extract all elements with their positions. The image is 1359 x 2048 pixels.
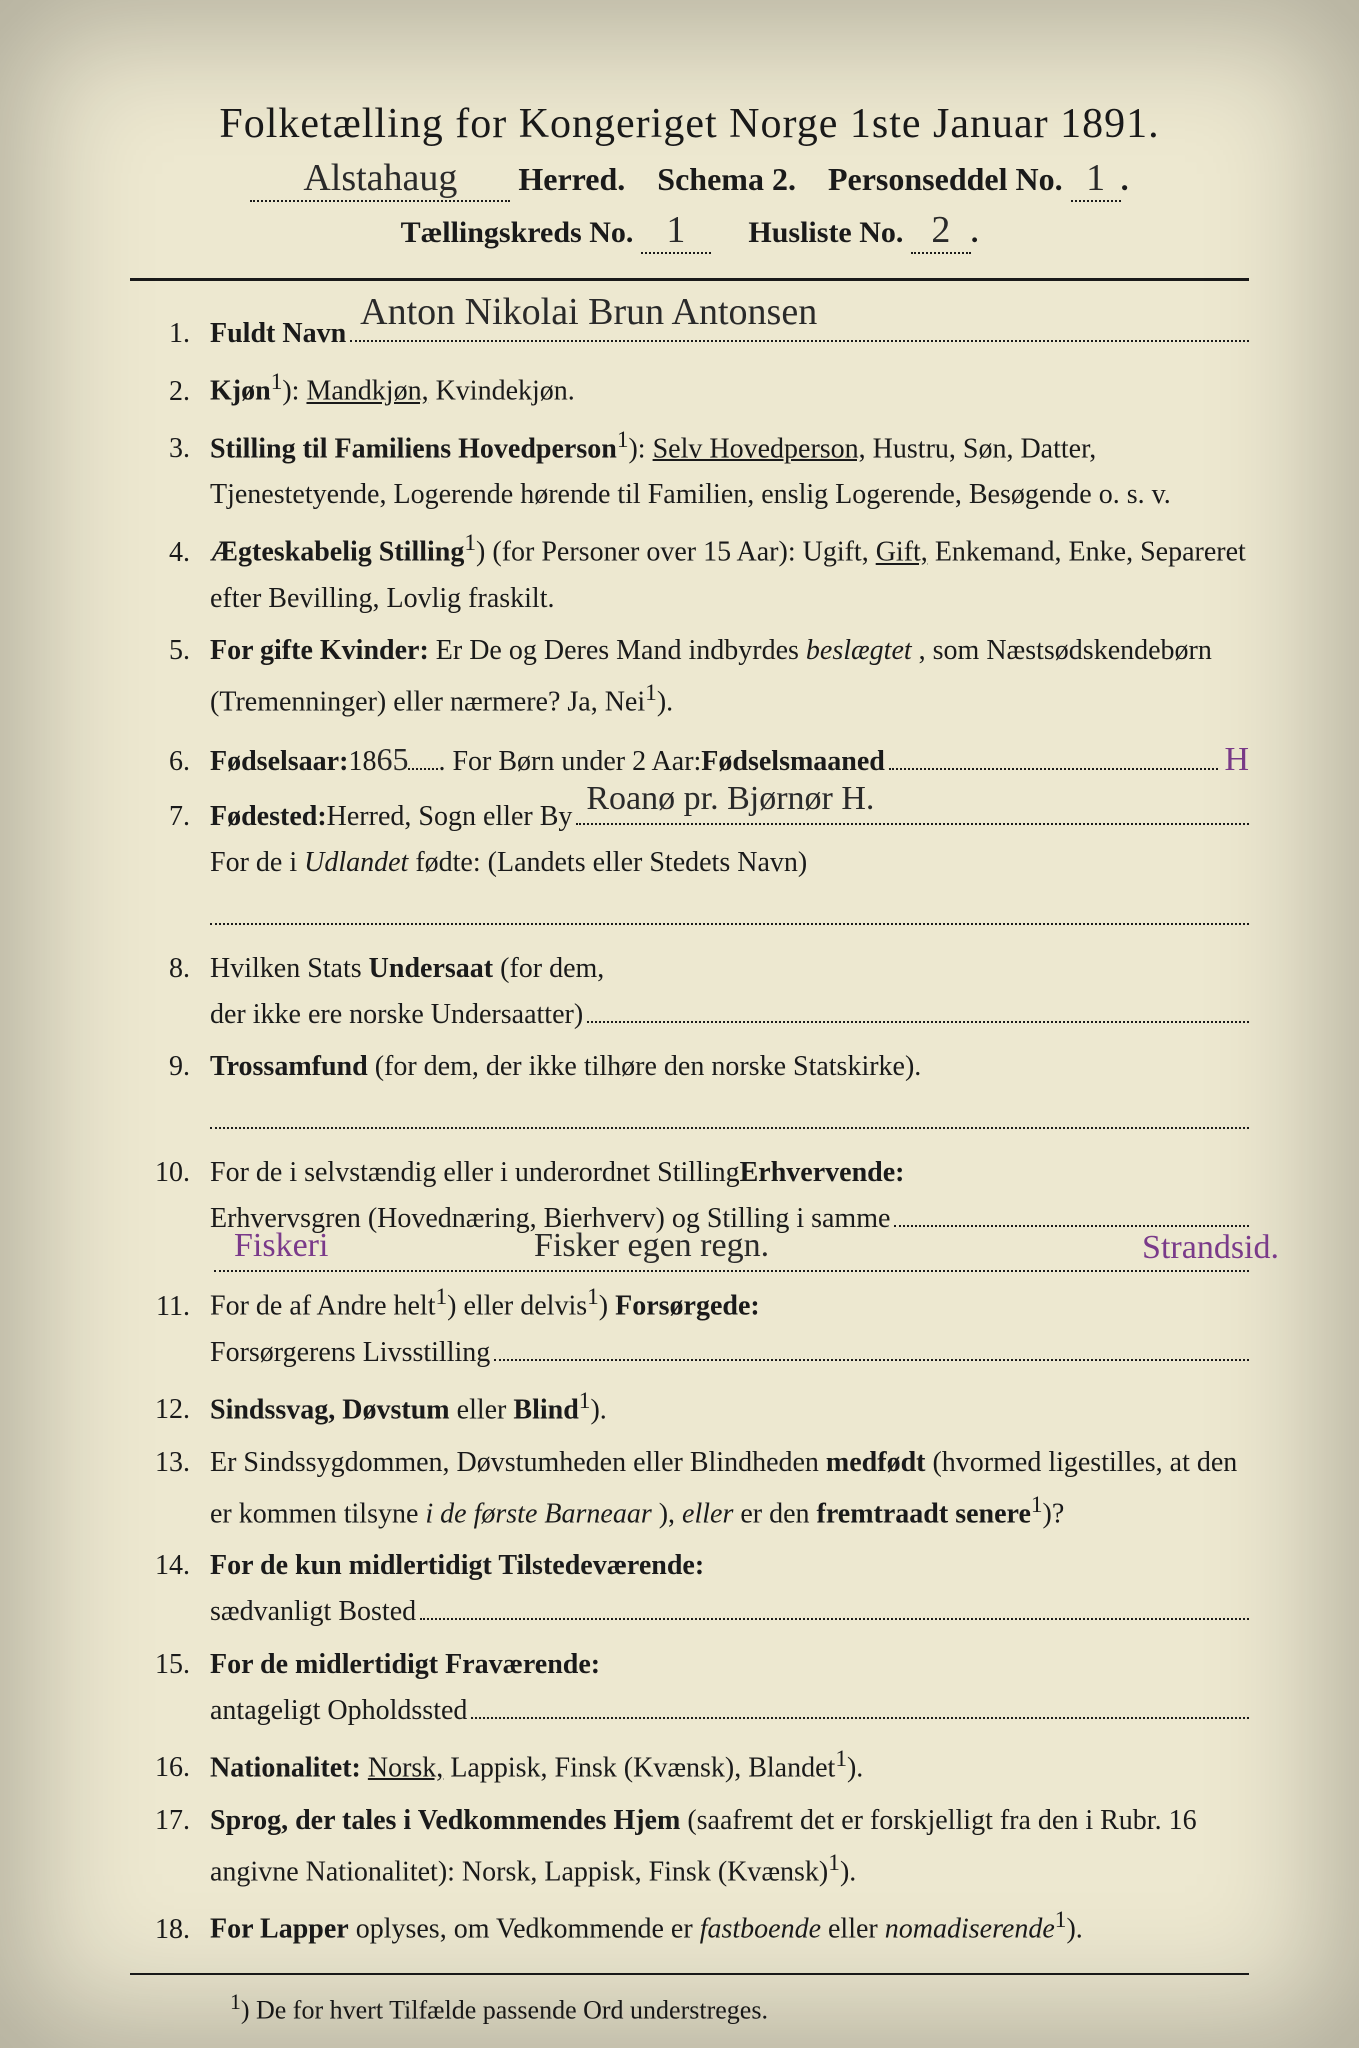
f1-value: Anton Nikolai Brun Antonsen xyxy=(360,281,817,344)
f10-hand1: Fiskeri xyxy=(234,1218,328,1274)
f6-flourish: H xyxy=(1224,732,1249,788)
f1-label: Fuldt Navn xyxy=(210,311,346,357)
page-title: Folketælling for Kongeriget Norge 1ste J… xyxy=(130,100,1249,148)
field-15: 15. For de midlertidigt Fraværende: anta… xyxy=(130,1642,1249,1734)
field-2: 2. Kjøn1): Mandkjøn, Kvindekjøn. xyxy=(130,363,1249,415)
schema-label: Schema 2. xyxy=(657,161,796,197)
personseddel-no: 1 xyxy=(1086,157,1105,199)
f3-selv-hovedperson: Selv Hovedperson, xyxy=(653,433,866,464)
field-5: 5. For gifte Kvinder: Er De og Deres Man… xyxy=(130,628,1249,726)
field-18: 18. For Lapper oplyses, om Vedkommende e… xyxy=(130,1901,1249,1953)
herred-label: Herred. xyxy=(518,161,625,197)
field-9: 9. Trossamfund (for dem, der ikke tilhør… xyxy=(130,1044,1249,1144)
f16-norsk: Norsk, xyxy=(368,1752,443,1783)
herred-handwritten: Alstahaug xyxy=(303,157,457,199)
header-line-2: Tællingskreds No. 1 Husliste No. 2 . xyxy=(130,208,1249,254)
field-13: 13. Er Sindssygdommen, Døvstumheden elle… xyxy=(130,1440,1249,1538)
field-17: 17. Sprog, der tales i Vedkommendes Hjem… xyxy=(130,1798,1249,1896)
census-form-page: Folketælling for Kongeriget Norge 1ste J… xyxy=(0,0,1359,2048)
field-8: 8. Hvilken Stats Undersaat (for dem, der… xyxy=(130,946,1249,1038)
field-4: 4. Ægteskabelig Stilling1) (for Personer… xyxy=(130,524,1249,622)
personseddel-label: Personseddel No. xyxy=(828,161,1063,197)
f2-mandkjon: Mandkjøn, xyxy=(306,376,428,407)
f10-hand3: Strandsid. xyxy=(1142,1220,1279,1276)
footnote: 1) De for hvert Tilfælde passende Ord un… xyxy=(230,1990,1249,2026)
kreds-no: 1 xyxy=(666,209,685,251)
field-1: 1. Fuldt Navn Anton Nikolai Brun Antonse… xyxy=(130,311,1249,357)
field-7: 7. Fødested: Herred, Sogn eller By Roanø… xyxy=(130,794,1249,940)
f4-gift: Gift, xyxy=(876,537,928,568)
field-14: 14. For de kun midlertidigt Tilstedevære… xyxy=(130,1543,1249,1635)
kreds-label: Tællingskreds No. xyxy=(401,216,634,249)
husliste-no: 2 xyxy=(931,209,950,251)
field-10: 10. For de i selvstændig eller i underor… xyxy=(130,1150,1249,1272)
f10-hand2: Fisker egen regn. xyxy=(534,1218,769,1274)
field-16: 16. Nationalitet: Norsk, Lappisk, Finsk … xyxy=(130,1740,1249,1792)
field-12: 12. Sindssvag, Døvstum eller Blind1). xyxy=(130,1382,1249,1434)
field-11: 11. For de af Andre helt1) eller delvis1… xyxy=(130,1278,1249,1376)
husliste-label: Husliste No. xyxy=(748,216,903,249)
footnote-rule xyxy=(130,1973,1249,1975)
header-line-1: Alstahaug Herred. Schema 2. Personseddel… xyxy=(130,156,1249,202)
f7-value: Roanø pr. Bjørnør H. xyxy=(586,771,874,827)
f6-year: 65 xyxy=(376,733,408,786)
field-3: 3. Stilling til Familiens Hovedperson1):… xyxy=(130,421,1249,519)
